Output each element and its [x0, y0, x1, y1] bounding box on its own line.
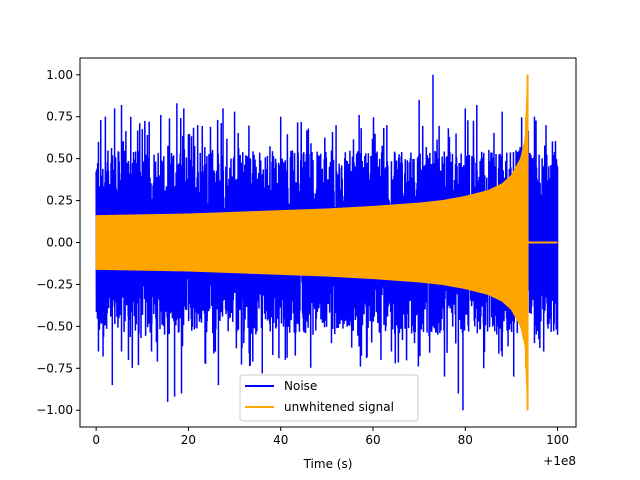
series-line-unwhitened-signal	[525, 74, 558, 411]
y-tick-label: −0.75	[36, 361, 73, 375]
x-tick-label: 100	[546, 433, 569, 447]
y-tick-label: −0.25	[36, 277, 73, 291]
series-band-unwhitened-signal	[95, 74, 529, 411]
x-tick-label: 80	[458, 433, 473, 447]
y-tick-label: 0.25	[46, 194, 73, 208]
legend: Noise unwhitened signal	[239, 374, 419, 422]
y-tick-label: 1.00	[46, 68, 73, 82]
x-tick-label: 20	[181, 433, 196, 447]
x-tick-label: 60	[365, 433, 380, 447]
legend-label-noise: Noise	[284, 379, 317, 393]
x-axis: 0 20 40 60 80 100	[92, 427, 569, 447]
series-line-noise	[95, 74, 559, 411]
y-tick-label: 0.75	[46, 110, 73, 124]
legend-label-unwhitened-signal: unwhitened signal	[284, 400, 394, 414]
x-tick-label: 40	[273, 433, 288, 447]
x-axis-label: Time (s)	[303, 457, 353, 471]
x-axis-offset-label: +1e8	[543, 454, 576, 468]
y-tick-label: −0.50	[36, 319, 73, 333]
plot-area	[95, 74, 559, 411]
y-tick-label: 0.00	[46, 236, 73, 250]
y-tick-label: −1.00	[36, 403, 73, 417]
y-tick-label: 0.50	[46, 152, 73, 166]
x-tick-label: 0	[92, 433, 100, 447]
legend-box	[239, 374, 419, 422]
y-axis: −1.00 −0.75 −0.50 −0.25 0.00 0.25 0.50 0.75 1.00	[36, 68, 80, 417]
